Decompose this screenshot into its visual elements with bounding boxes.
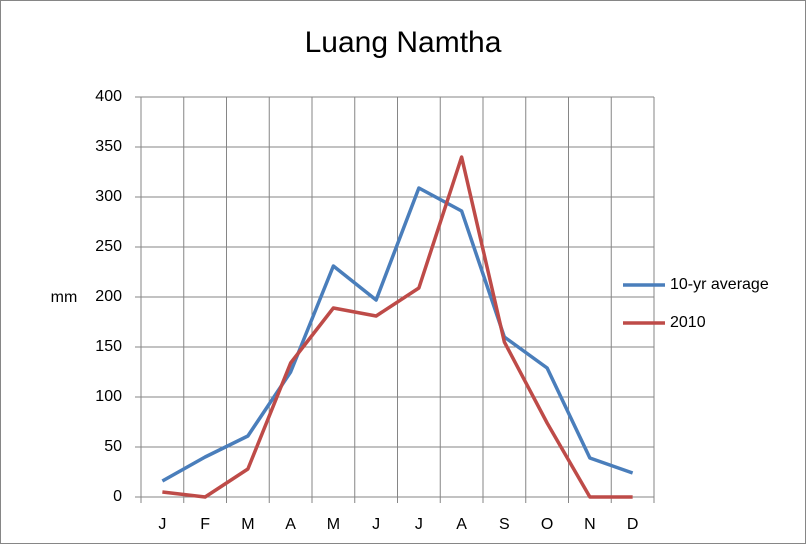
x-tick-label: J [158, 516, 166, 533]
legend-label: 2010 [670, 314, 706, 331]
x-tick-label: J [372, 516, 380, 533]
series-line [161, 186, 634, 483]
y-tick-label: 250 [95, 238, 122, 255]
y-tick-label: 200 [95, 288, 122, 305]
x-tick-label: N [584, 516, 596, 533]
x-tick-label: S [499, 516, 510, 533]
y-tick-label: 0 [113, 488, 122, 505]
x-tick-label: M [327, 516, 340, 533]
x-tick-label: J [415, 516, 423, 533]
x-tick-label: D [627, 516, 639, 533]
x-tick-label: F [200, 516, 210, 533]
x-tick-label: M [241, 516, 254, 533]
series-line [162, 155, 633, 499]
legend-label: 10-yr average [670, 276, 769, 293]
y-tick-label: 100 [95, 388, 122, 405]
x-tick-label: O [541, 516, 553, 533]
y-axis-label: mm [51, 289, 78, 306]
y-tick-label: 400 [95, 88, 122, 105]
y-tick-label: 50 [104, 438, 122, 455]
x-tick-label: A [285, 516, 296, 533]
x-tick-label: A [456, 516, 467, 533]
y-tick-label: 300 [95, 188, 122, 205]
y-tick-label: 150 [95, 338, 122, 355]
y-tick-label: 350 [95, 138, 122, 155]
chart-title: Luang Namtha [305, 26, 502, 59]
